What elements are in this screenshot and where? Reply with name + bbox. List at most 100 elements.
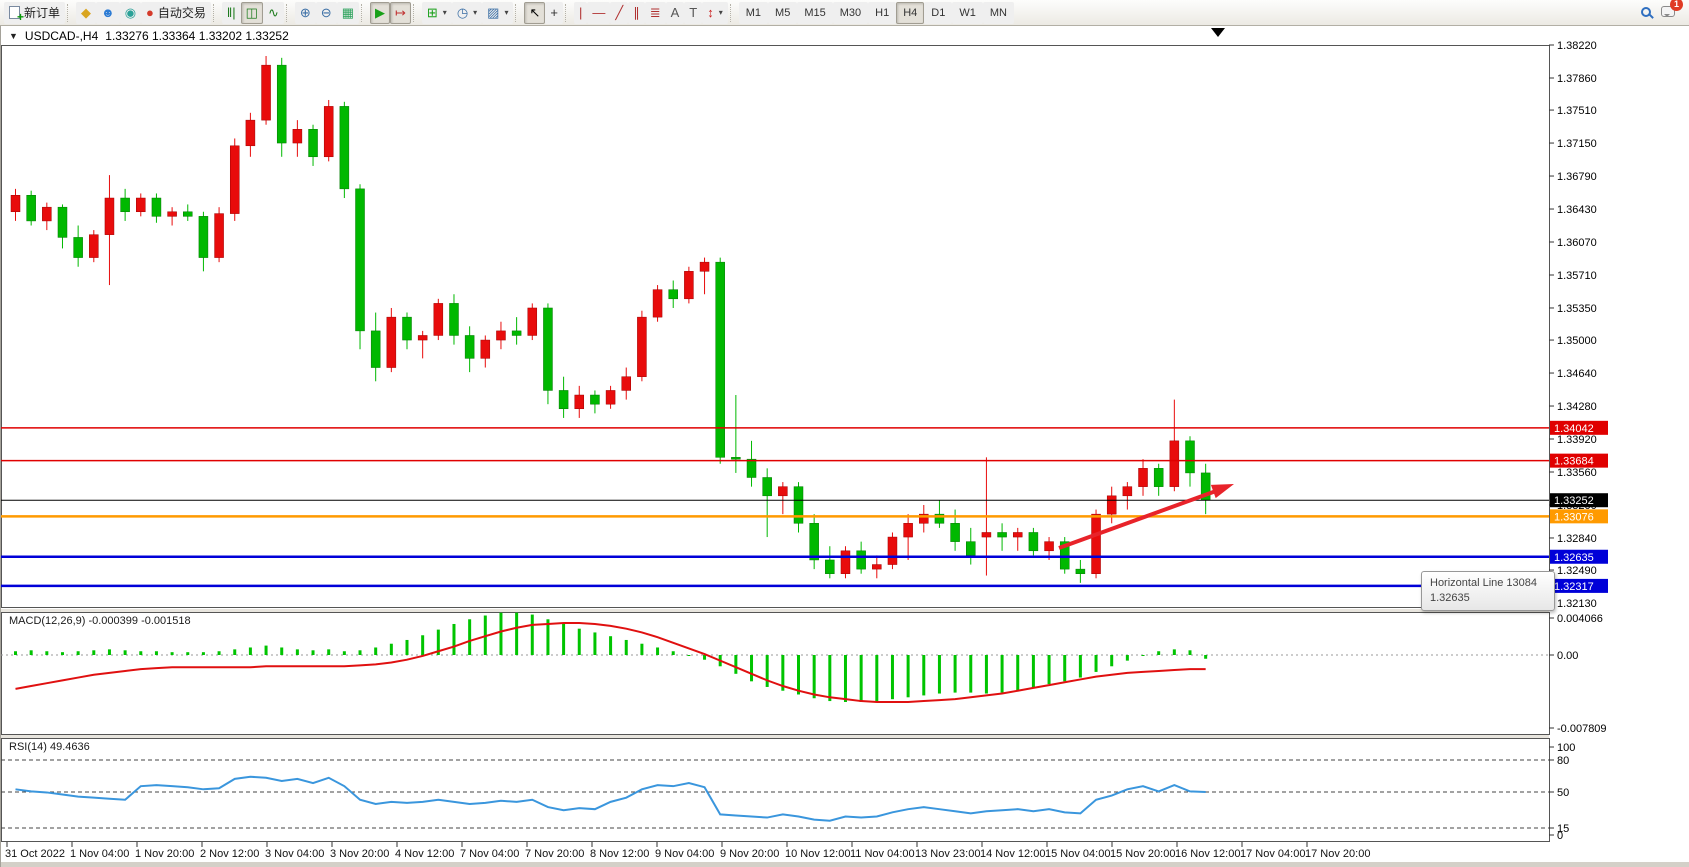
vertical-line-button[interactable]: | bbox=[573, 1, 588, 24]
macd-histogram-bar bbox=[201, 652, 205, 655]
price-label-box bbox=[1550, 493, 1608, 508]
price-tick-label: 1.32840 bbox=[1557, 533, 1597, 545]
macd-histogram-bar bbox=[1000, 655, 1004, 693]
candle bbox=[1122, 486, 1133, 497]
tf-d1-label: D1 bbox=[931, 6, 946, 19]
trend-arrow-head[interactable] bbox=[1210, 484, 1234, 499]
macd-histogram-bar bbox=[812, 655, 816, 699]
macd-pane[interactable] bbox=[1, 612, 1550, 735]
dropdown-arrow-icon[interactable]: ▾ bbox=[442, 8, 447, 17]
candle bbox=[355, 188, 365, 332]
tf-h4-button[interactable]: H4 bbox=[896, 1, 925, 24]
candle bbox=[104, 197, 115, 235]
linechart-icon: ∿ bbox=[267, 5, 279, 20]
macd-histogram-bar bbox=[311, 650, 315, 655]
tf-d1-button[interactable]: D1 bbox=[924, 1, 953, 24]
fibonacci-button[interactable]: ≣ bbox=[644, 1, 666, 24]
candle bbox=[1185, 440, 1195, 474]
crosshair-button[interactable]: + bbox=[545, 1, 563, 24]
toolbar-grip bbox=[515, 3, 520, 22]
macd-histogram-bar bbox=[186, 652, 190, 655]
price-tick-label: 1.32130 bbox=[1557, 598, 1597, 610]
candle bbox=[840, 550, 851, 574]
navigator-button[interactable]: ☻ bbox=[96, 1, 120, 24]
dropdown-arrow-icon[interactable]: ▾ bbox=[504, 8, 509, 17]
trend-arrow-shaft[interactable] bbox=[1058, 489, 1217, 550]
vline-icon: | bbox=[578, 5, 583, 20]
signals-button[interactable]: ◉ bbox=[119, 1, 142, 24]
bar-chart-button[interactable]: ǁ| bbox=[221, 1, 241, 24]
market-watch-button[interactable]: ◆ bbox=[76, 1, 97, 24]
price-tick-label: 1.35710 bbox=[1557, 270, 1597, 282]
equidistant-channel-button[interactable]: ∥ bbox=[628, 1, 645, 24]
time-label: 10 Nov 12:00 bbox=[785, 848, 850, 860]
tf-m15-label: M15 bbox=[804, 6, 826, 19]
macd-histogram-bar bbox=[1047, 655, 1051, 685]
main-pane[interactable] bbox=[1, 45, 1550, 608]
time-label: 7 Nov 04:00 bbox=[460, 848, 519, 860]
tf-m1-button[interactable]: M1 bbox=[738, 1, 769, 24]
candle bbox=[308, 129, 318, 158]
pane-splitter[interactable] bbox=[1, 609, 1549, 612]
periods-button[interactable]: ◷ ▾ bbox=[451, 1, 483, 24]
zoom-in-button[interactable]: ⊕ bbox=[294, 1, 316, 24]
macd-histogram-bar bbox=[436, 629, 440, 655]
price-tick-label: 1.37860 bbox=[1557, 73, 1597, 85]
macd-histogram-bar bbox=[640, 643, 644, 655]
text-a-icon: A bbox=[670, 5, 680, 20]
macd-histogram-bar bbox=[1063, 655, 1067, 682]
cursor-icon: ↖ bbox=[529, 5, 541, 20]
candlestick-chart-button[interactable]: ◫ bbox=[240, 1, 263, 24]
rsi-pane[interactable] bbox=[1, 738, 1550, 842]
tf-h1-button[interactable]: H1 bbox=[868, 1, 897, 24]
macd-tick-label: 0.004066 bbox=[1557, 613, 1603, 625]
tf-m30-button[interactable]: M30 bbox=[832, 1, 869, 24]
chat-button[interactable]: 1 bbox=[1661, 0, 1683, 22]
trend-icon: ╱ bbox=[615, 5, 624, 20]
cursor-button[interactable]: ↖ bbox=[524, 1, 546, 24]
auto-scroll-button[interactable]: ▶ bbox=[369, 1, 390, 24]
indicators-button[interactable]: ⊞ ▾ bbox=[421, 1, 452, 24]
trendline-button[interactable]: ╱ bbox=[610, 1, 629, 24]
macd-histogram-bar bbox=[1110, 655, 1114, 667]
chart-canvas[interactable]: 1.38220 1.37860 1.37510 1.37150 1.36790 1.364… bbox=[1, 26, 1689, 867]
templates-button[interactable]: ▨ ▾ bbox=[482, 1, 514, 24]
chart-symbol: USDCAD-,H4 bbox=[24, 28, 99, 43]
line-chart-button[interactable]: ∿ bbox=[262, 1, 284, 24]
macd-histogram-bar bbox=[656, 647, 660, 655]
candle bbox=[26, 195, 36, 222]
chartshift-icon: ↦ bbox=[394, 5, 406, 20]
search-button[interactable] bbox=[1641, 4, 1651, 22]
tf-w1-button[interactable]: W1 bbox=[952, 1, 983, 24]
chart-shift-button[interactable]: ↦ bbox=[389, 1, 411, 24]
macd-histogram-bar bbox=[1141, 655, 1145, 656]
candle bbox=[229, 145, 240, 214]
macd-histogram-bar bbox=[1094, 655, 1098, 672]
text-button[interactable]: A bbox=[665, 1, 685, 24]
macd-histogram-bar bbox=[29, 650, 33, 655]
chevron-down-icon[interactable]: ▼ bbox=[9, 30, 18, 41]
candle bbox=[1138, 468, 1148, 487]
crosshair-icon: + bbox=[550, 5, 558, 20]
hline-icon: — bbox=[592, 5, 606, 20]
candle bbox=[276, 64, 287, 144]
autotrade-button[interactable]: ● 自动交易 bbox=[141, 1, 211, 24]
dropdown-arrow-icon[interactable]: ▾ bbox=[718, 8, 723, 17]
zoom-out-button[interactable]: ⊖ bbox=[315, 1, 337, 24]
horizontal-line-button[interactable]: — bbox=[587, 1, 611, 24]
price-tick-label: 1.37510 bbox=[1557, 105, 1597, 117]
toolbar-grip bbox=[67, 3, 72, 22]
new-order-button[interactable]: 新订单 bbox=[4, 1, 66, 24]
tf-m5-button[interactable]: M5 bbox=[768, 1, 798, 24]
tf-m15-button[interactable]: M15 bbox=[797, 1, 833, 24]
price-tick-label: 1.32490 bbox=[1557, 565, 1597, 577]
pane-splitter[interactable] bbox=[1, 735, 1549, 738]
text-label-button[interactable]: T bbox=[684, 1, 703, 24]
price-label: 1.32635 bbox=[1554, 552, 1594, 564]
tile-windows-button[interactable]: ▦ bbox=[336, 1, 359, 24]
tf-mn-button[interactable]: MN bbox=[982, 1, 1014, 24]
macd-histogram-bar bbox=[14, 651, 17, 655]
dropdown-arrow-icon[interactable]: ▾ bbox=[473, 8, 478, 17]
rsi-tick-label: 0 bbox=[1557, 830, 1563, 842]
arrows-button[interactable]: ↕ ▾ bbox=[702, 1, 728, 24]
